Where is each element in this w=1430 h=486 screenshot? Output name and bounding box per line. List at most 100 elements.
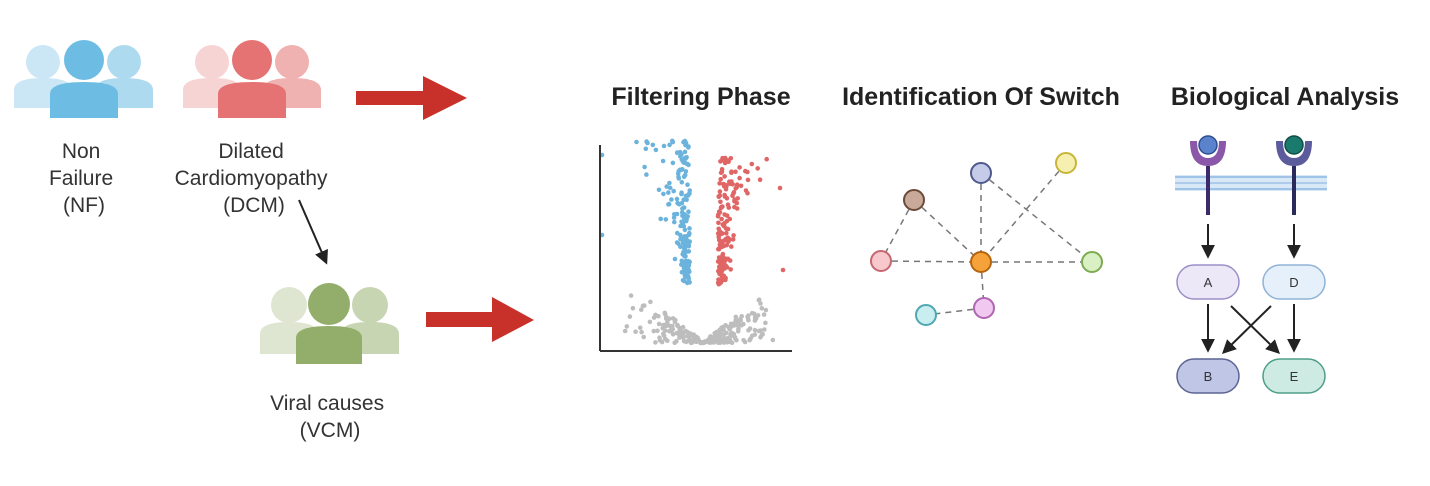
- volcano-point: [741, 321, 746, 327]
- volcano-point: [735, 322, 741, 328]
- volcano-point: [687, 280, 692, 285]
- volcano-point: [734, 206, 740, 211]
- network-nodes: [870, 152, 1103, 326]
- ligand-icon: [1284, 135, 1304, 155]
- volcano-point: [675, 171, 681, 176]
- red-arrow-top: [356, 76, 467, 120]
- volcano-point: [698, 340, 703, 346]
- volcano-point: [684, 197, 689, 203]
- volcano-point: [661, 143, 667, 149]
- volcano-point: [733, 186, 738, 191]
- volcano-point: [674, 338, 679, 344]
- pathway-node-e: [1262, 358, 1326, 394]
- switch-network: [880, 162, 1093, 316]
- volcano-point: [647, 319, 653, 325]
- volcano-point: [656, 321, 662, 327]
- volcano-point: [679, 269, 685, 275]
- volcano-point: [674, 240, 680, 245]
- volcano-point: [653, 147, 659, 153]
- volcano-point: [691, 335, 697, 341]
- volcano-point: [667, 180, 672, 186]
- volcano-point: [679, 191, 684, 197]
- volcano-point: [770, 337, 776, 343]
- volcano-point: [680, 239, 686, 244]
- volcano-point: [679, 262, 684, 267]
- volcano-point: [712, 338, 718, 344]
- volcano-point: [745, 314, 750, 319]
- volcano-point: [686, 276, 691, 282]
- volcano-point: [745, 190, 750, 196]
- volcano-point: [681, 174, 687, 180]
- section-title-filtering: Filtering Phase: [611, 83, 790, 111]
- volcano-point: [667, 142, 672, 148]
- pathway-node-d-label: D: [1289, 275, 1298, 290]
- volcano-point: [719, 167, 725, 172]
- volcano-point: [685, 182, 690, 187]
- volcano-point: [669, 329, 674, 334]
- volcano-point: [676, 176, 682, 181]
- red-arrow-bottom: [426, 297, 534, 342]
- group-vcm-icon: [260, 283, 399, 364]
- volcano-point: [738, 183, 744, 189]
- volcano-point: [723, 277, 728, 283]
- volcano-point: [685, 214, 690, 219]
- edge-brown-pink: [880, 199, 915, 262]
- volcano-point: [731, 191, 736, 196]
- pathway-node-a-label: A: [1204, 275, 1213, 290]
- volcano-point: [749, 310, 755, 316]
- volcano-point: [683, 235, 689, 241]
- volcano-point: [757, 177, 763, 182]
- volcano-point: [680, 251, 685, 257]
- volcano-point: [680, 278, 686, 283]
- volcano-point: [648, 299, 653, 305]
- volcano-point: [731, 331, 737, 337]
- volcano-point: [686, 263, 692, 268]
- volcano-point: [758, 301, 763, 306]
- volcano-point: [719, 325, 724, 331]
- volcano-point: [752, 318, 758, 323]
- volcano-point: [737, 175, 742, 181]
- volcano-point: [729, 244, 734, 249]
- volcano-point: [661, 191, 666, 197]
- volcano-point: [639, 329, 644, 335]
- volcano-point: [687, 188, 692, 193]
- volcano-point: [717, 189, 723, 194]
- volcano-point: [695, 335, 700, 341]
- pathway-node-d: [1262, 264, 1326, 300]
- group-label-dcm: Dilated Cardiomyopathy (DCM): [175, 140, 334, 217]
- volcano-point: [681, 245, 687, 250]
- volcano-point: [686, 332, 692, 338]
- receptor-left: [1190, 135, 1226, 215]
- volcano-point: [733, 318, 738, 323]
- volcano-point: [723, 226, 729, 231]
- volcano-point: [726, 335, 731, 341]
- volcano-point: [720, 254, 726, 260]
- pathway-node-e-label: E: [1290, 369, 1299, 384]
- volcano-point: [681, 335, 686, 341]
- volcano-point: [682, 149, 688, 155]
- volcano-point: [716, 212, 721, 218]
- volcano-point: [667, 323, 673, 329]
- volcano-point: [722, 160, 728, 166]
- volcano-point: [666, 190, 671, 195]
- volcano-point: [716, 220, 721, 226]
- volcano-point: [752, 332, 758, 337]
- volcano-point: [671, 215, 677, 220]
- volcano-point: [675, 230, 680, 236]
- volcano-point: [761, 312, 767, 317]
- volcano-point: [722, 212, 727, 217]
- pathway-node-a: [1176, 264, 1240, 300]
- volcano-point: [637, 325, 643, 331]
- volcano-point: [734, 182, 740, 187]
- network-node-yellow: [1055, 152, 1077, 174]
- volcano-point: [719, 270, 724, 275]
- volcano-point: [664, 314, 669, 320]
- volcano-point: [720, 243, 726, 249]
- volcano-point: [672, 319, 678, 325]
- volcano-point: [686, 243, 691, 249]
- volcano-point: [756, 297, 762, 303]
- network-node-cyan: [915, 304, 937, 326]
- volcano-point: [671, 188, 676, 194]
- volcano-point: [728, 267, 733, 272]
- volcano-point: [630, 305, 636, 311]
